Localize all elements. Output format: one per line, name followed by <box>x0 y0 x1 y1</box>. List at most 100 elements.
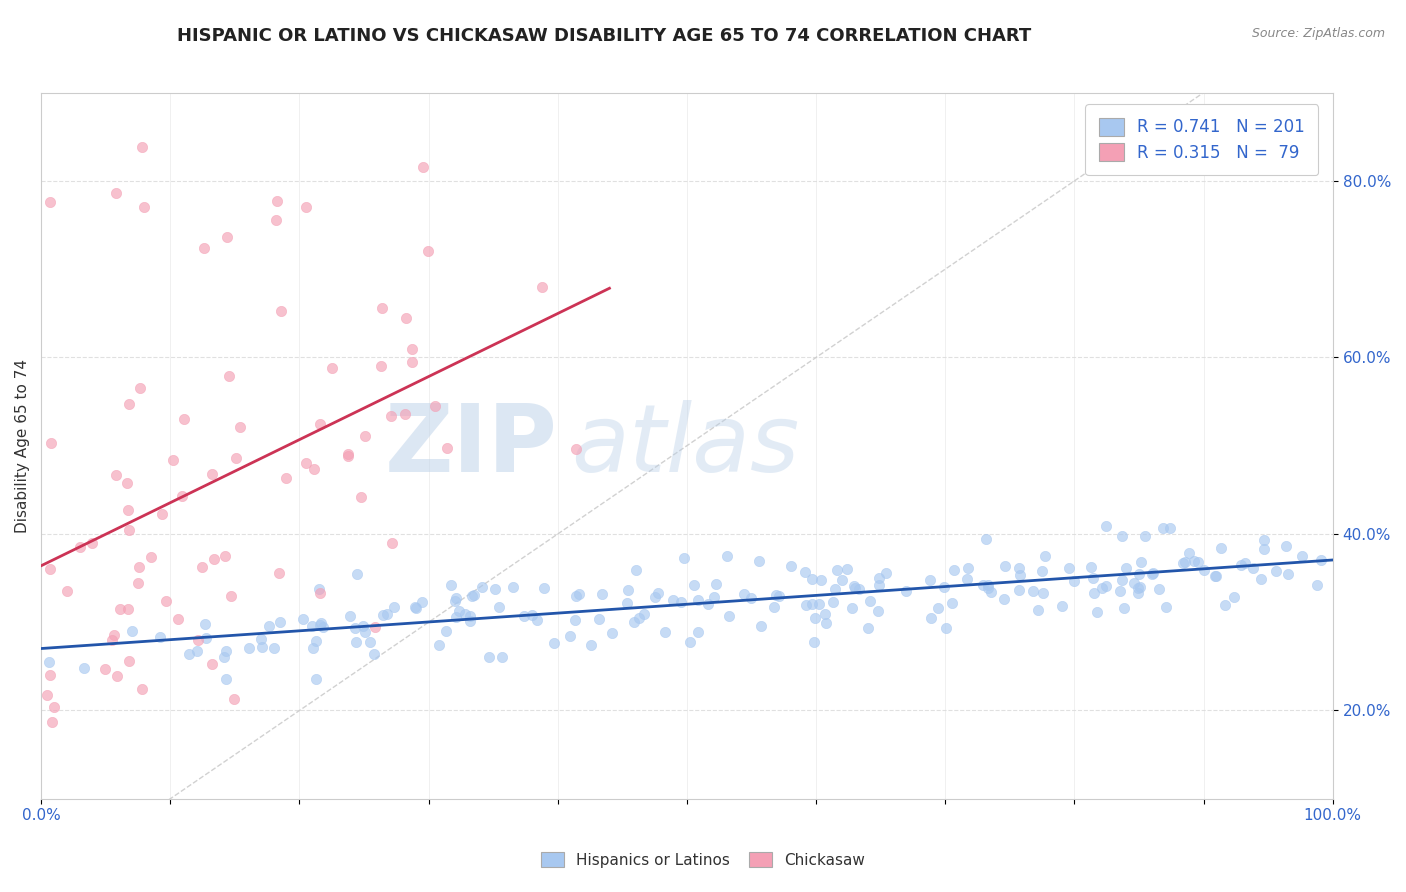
Point <box>460 614 482 628</box>
Point <box>187 633 209 648</box>
Point <box>38 655 60 669</box>
Point <box>1021 584 1043 599</box>
Point <box>697 597 720 611</box>
Point <box>491 649 513 664</box>
Point <box>824 582 846 597</box>
Point <box>579 638 602 652</box>
Point <box>1211 541 1233 556</box>
Point <box>672 550 695 565</box>
Point <box>1233 557 1256 571</box>
Point <box>380 409 402 423</box>
Point <box>841 601 863 615</box>
Point <box>844 581 866 595</box>
Point <box>530 279 553 293</box>
Point <box>155 594 177 608</box>
Point <box>1142 566 1164 580</box>
Point <box>69 540 91 554</box>
Point <box>1026 603 1049 617</box>
Point <box>127 576 149 591</box>
Point <box>349 490 371 504</box>
Point <box>354 625 377 640</box>
Point <box>1094 518 1116 533</box>
Point <box>749 619 772 633</box>
Point <box>225 451 247 466</box>
Point <box>395 311 418 326</box>
Text: ZIP: ZIP <box>385 400 558 491</box>
Point <box>807 597 830 611</box>
Point <box>810 573 832 587</box>
Point <box>565 442 588 456</box>
Point <box>1130 555 1153 569</box>
Point <box>484 582 506 596</box>
Point <box>943 563 966 577</box>
Point <box>162 453 184 467</box>
Point <box>461 589 484 603</box>
Point <box>1133 528 1156 542</box>
Point <box>564 614 586 628</box>
Point <box>354 429 377 443</box>
Point <box>344 635 367 649</box>
Point <box>1108 584 1130 599</box>
Point <box>1182 554 1205 568</box>
Point <box>588 612 610 626</box>
Point <box>132 200 155 214</box>
Point <box>186 643 208 657</box>
Point <box>678 635 700 649</box>
Point <box>941 596 963 610</box>
Point <box>194 631 217 645</box>
Point <box>382 599 405 614</box>
Point <box>429 638 451 652</box>
Point <box>616 596 638 610</box>
Point <box>1063 574 1085 588</box>
Point <box>1241 560 1264 574</box>
Point <box>1156 599 1178 614</box>
Point <box>1174 554 1197 568</box>
Point <box>733 587 755 601</box>
Point <box>972 578 994 592</box>
Point <box>269 615 291 629</box>
Point <box>270 303 292 318</box>
Point <box>167 612 190 626</box>
Point <box>1007 561 1029 575</box>
Point <box>920 573 942 587</box>
Point <box>118 654 141 668</box>
Point <box>141 550 163 565</box>
Point <box>1033 549 1056 564</box>
Point <box>463 588 485 602</box>
Point <box>35 688 58 702</box>
Point <box>266 194 288 209</box>
Point <box>1275 539 1298 553</box>
Point <box>1031 564 1053 578</box>
Point <box>193 241 215 255</box>
Point <box>73 661 96 675</box>
Point <box>222 692 245 706</box>
Point <box>1080 560 1102 574</box>
Point <box>1126 585 1149 599</box>
Point <box>1253 533 1275 547</box>
Point <box>932 580 955 594</box>
Point <box>543 635 565 649</box>
Point <box>219 589 242 603</box>
Point <box>117 502 139 516</box>
Point <box>1187 556 1209 570</box>
Point <box>412 160 434 174</box>
Point <box>295 200 318 214</box>
Point <box>1306 577 1329 591</box>
Point <box>600 625 623 640</box>
Legend: R = 0.741   N = 201, R = 0.315   N =  79: R = 0.741 N = 201, R = 0.315 N = 79 <box>1085 104 1317 175</box>
Point <box>763 600 786 615</box>
Point <box>821 595 844 609</box>
Point <box>994 558 1017 573</box>
Point <box>568 587 591 601</box>
Point <box>371 301 394 315</box>
Point <box>215 230 238 244</box>
Point <box>1310 553 1333 567</box>
Point <box>1128 582 1150 596</box>
Point <box>80 535 103 549</box>
Point <box>831 573 853 587</box>
Point <box>1094 579 1116 593</box>
Point <box>1204 569 1226 583</box>
Point <box>212 649 235 664</box>
Point <box>215 672 238 686</box>
Point <box>444 610 467 624</box>
